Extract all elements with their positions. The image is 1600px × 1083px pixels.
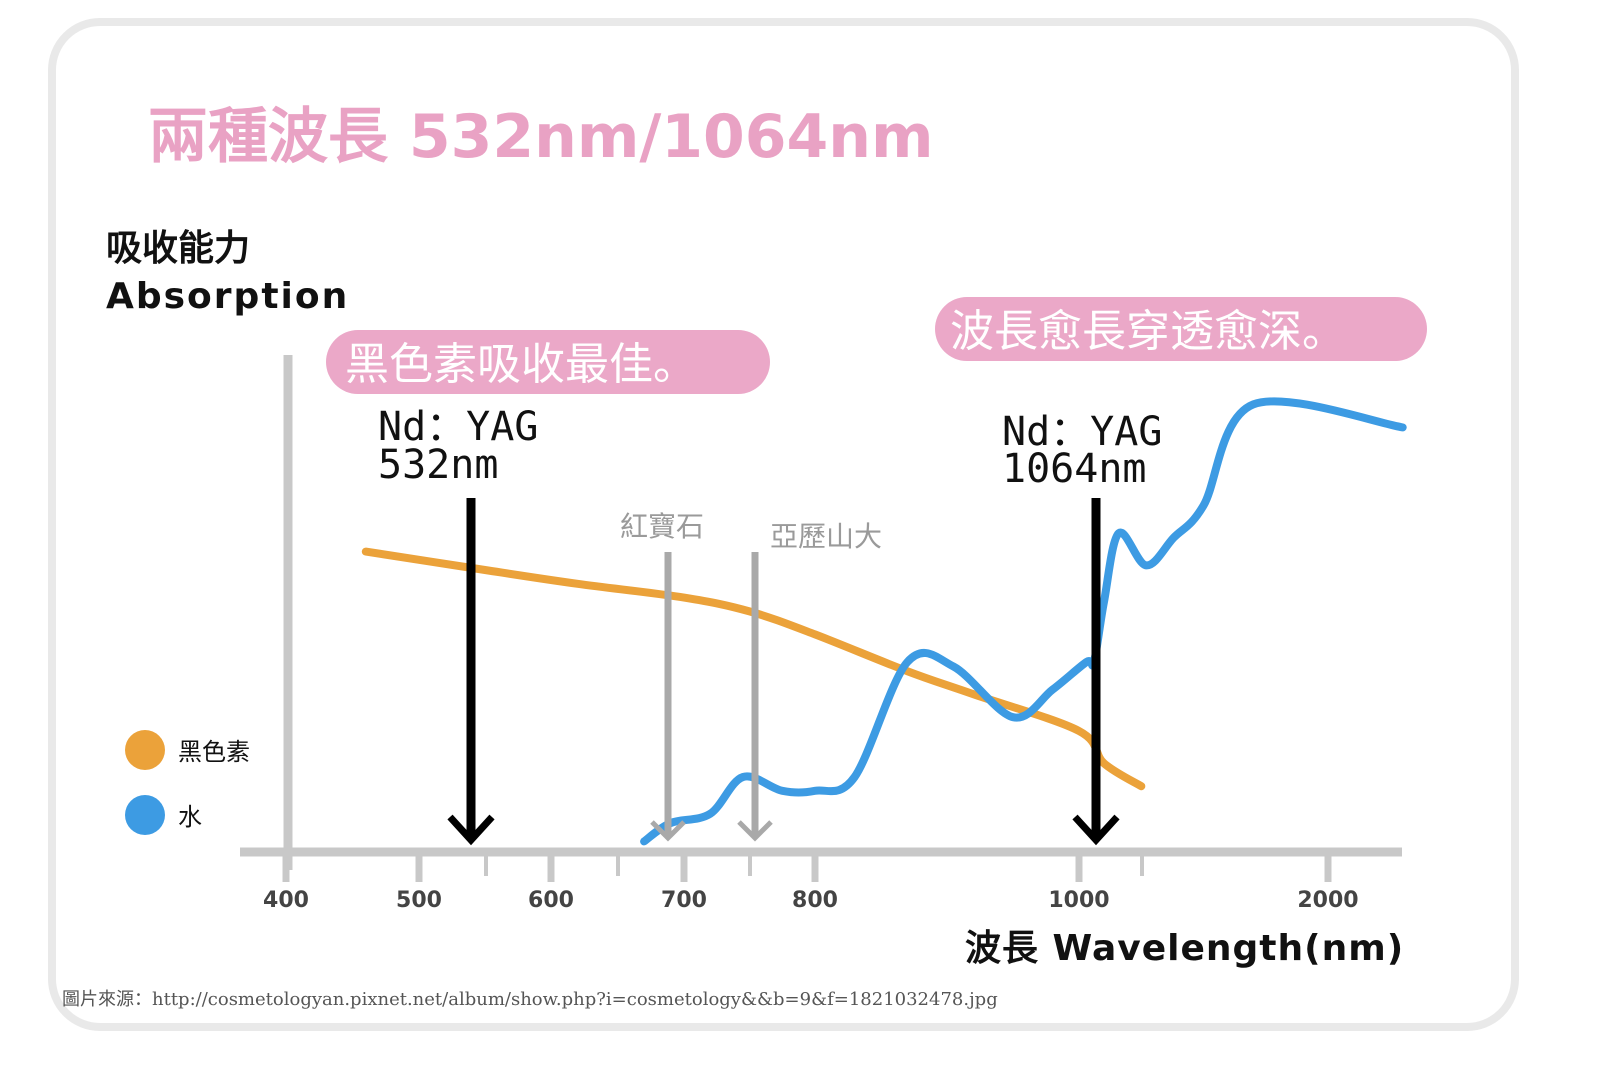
- chart-title: 兩種波長 532nm/1064nm: [148, 102, 934, 172]
- source-caption: 圖片來源：http://cosmetologyan.pixnet.net/alb…: [62, 989, 998, 1010]
- laser-1064-label-line1: Nd：YAG: [1002, 409, 1162, 455]
- y-axis-label-zh: 吸收能力: [106, 228, 250, 269]
- x-tick-label-2000: 2000: [1297, 888, 1358, 913]
- ruby-marker: [650, 552, 686, 842]
- x-ticks: [282, 856, 1332, 882]
- series-water-line: [640, 397, 1407, 846]
- x-tick-labels: 400 500 600 700 800 1000 2000: [263, 888, 1359, 913]
- laser-532-label-line2: 532nm: [378, 442, 498, 488]
- x-tick-label-1000: 1000: [1048, 888, 1109, 913]
- legend-water-swatch: [125, 795, 165, 835]
- laser-1064-arrow: [1072, 498, 1120, 846]
- ruby-marker-arrowhead: [650, 820, 686, 842]
- x-tick-label-400: 400: [263, 888, 309, 913]
- callout-right-text: 波長愈長穿透愈深。: [950, 306, 1346, 357]
- legend-melanin-swatch: [125, 730, 165, 770]
- laser-1064-label-line2: 1064nm: [1002, 446, 1147, 492]
- x-minor-ticks: [484, 856, 1144, 876]
- x-tick-label-500: 500: [396, 888, 442, 913]
- laser-532-arrowhead: [447, 814, 495, 846]
- x-tick-label-700: 700: [661, 888, 707, 913]
- laser-1064-arrowhead: [1072, 814, 1120, 846]
- callout-right-bubble: [935, 297, 1427, 361]
- laser-532-label-line1: Nd：YAG: [378, 404, 538, 450]
- legend: 黑色素 水: [125, 730, 250, 835]
- x-tick-label-800: 800: [792, 888, 838, 913]
- alex-marker-arrowhead: [737, 820, 773, 842]
- card-background: [48, 18, 1519, 1031]
- alex-label: 亞歷山大: [770, 520, 882, 553]
- series-melanin-line: [361, 547, 1146, 791]
- x-axis-label: 波長 Wavelength(nm): [965, 928, 1404, 969]
- alex-marker: [737, 552, 773, 842]
- y-axis-label-en: Absorption: [106, 276, 349, 317]
- laser-532-arrow: [447, 498, 495, 846]
- legend-melanin-label: 黑色素: [178, 738, 250, 766]
- callout-left-bubble: [326, 330, 770, 394]
- x-tick-label-600: 600: [528, 888, 574, 913]
- callout-left-text: 黑色素吸收最佳。: [345, 339, 697, 390]
- legend-water-label: 水: [178, 803, 202, 831]
- ruby-label: 紅寶石: [620, 510, 704, 543]
